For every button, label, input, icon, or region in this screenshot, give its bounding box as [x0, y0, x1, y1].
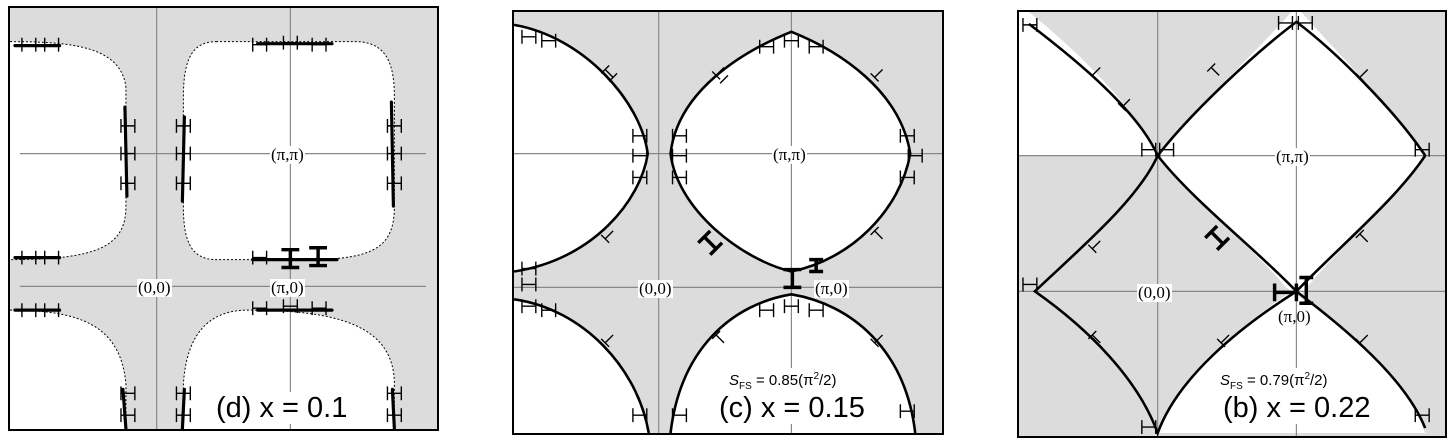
label-pi-pi: (π,π): [772, 145, 807, 164]
label-origin: (0,0): [137, 278, 172, 297]
label-origin: (0,0): [638, 279, 673, 298]
hole-pocket-left: [10, 41, 126, 260]
error-bars-bold: [1204, 224, 1314, 305]
label-pi-0: (π,0): [270, 278, 305, 297]
error-bars-bold: [697, 229, 824, 290]
sfs-tail: /2): [1310, 372, 1328, 389]
panel-b-fermi-surface: (π,π) (0,0) (π,0) SFS = 0.79(π2/2) (b) x…: [1017, 10, 1447, 438]
panel-caption: (b) x = 0.22: [1221, 392, 1373, 424]
error-bars: [1022, 15, 1430, 435]
label-origin: (0,0): [1137, 283, 1172, 302]
panel-c-fermi-surface: (π,π) (0,0) (π,0) SFS = 0.85(π2/2) (c) x…: [512, 10, 944, 435]
error-bars: [21, 35, 403, 423]
error-bars: [521, 29, 923, 423]
hole-pocket-left-top: [1019, 12, 1158, 156]
hole-pocket-bottom-left: [10, 310, 126, 429]
fermi-surface-area-label: SFS = 0.85(π2/2): [728, 368, 838, 396]
sfs-symbol: S: [729, 372, 740, 389]
hole-pocket-bottom-left: [514, 299, 649, 433]
contour-measured: [1028, 20, 1427, 436]
sfs-subscript: FS: [739, 381, 752, 392]
panel-d-fermi-surface: (π,π) (0,0) (π,0) (d) x = 0.1: [8, 6, 439, 431]
panel-caption: (d) x = 0.1: [214, 392, 350, 424]
sfs-power: 2: [813, 371, 819, 382]
panel-caption: (c) x = 0.15: [717, 392, 867, 424]
fermi-surface-plot-c: [514, 12, 942, 433]
label-pi-pi: (π,π): [1275, 147, 1310, 166]
label-pi-0: (π,0): [814, 279, 849, 298]
occupied-left: [1019, 155, 1158, 295]
sfs-tail: /2): [819, 372, 837, 389]
fermi-surface-plot-d: [10, 8, 437, 429]
error-bars-bold: [281, 245, 328, 270]
sfs-value: = 0.85(π: [751, 372, 814, 389]
fermi-surface-area-label: SFS = 0.79(π2/2): [1219, 368, 1329, 396]
sfs-power: 2: [1304, 371, 1310, 382]
sfs-value: = 0.79(π: [1242, 372, 1305, 389]
label-pi-pi: (π,π): [270, 145, 305, 164]
sfs-subscript: FS: [1230, 381, 1243, 392]
sfs-symbol: S: [1220, 372, 1231, 389]
label-pi-0: (π,0): [1278, 307, 1311, 326]
